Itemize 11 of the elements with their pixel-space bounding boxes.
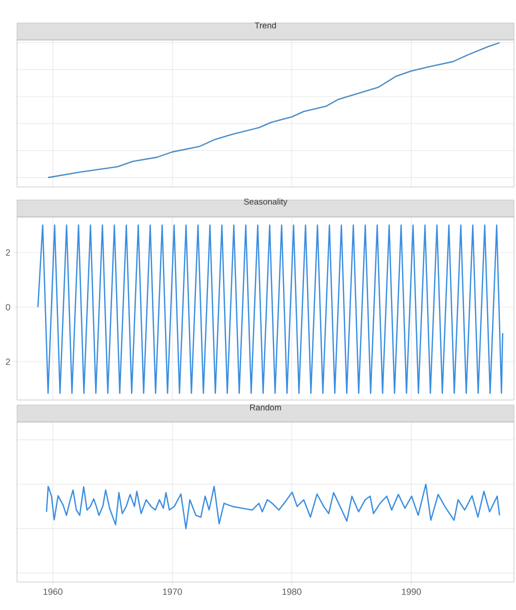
chart-title: Seasonality — [244, 198, 288, 206]
y-tick-label: 2 — [6, 358, 10, 365]
y-tick-label: 2 — [6, 249, 10, 256]
x-tick-label: 1990 — [402, 588, 421, 595]
line-series — [37, 224, 504, 394]
x-tick-label: 1970 — [163, 588, 182, 595]
x-tick-label: 1960 — [44, 588, 62, 595]
chart-title: Random — [250, 404, 281, 410]
x-tick-label: 1980 — [282, 588, 302, 595]
chart-title: Trend — [254, 22, 276, 28]
y-tick-label: 0 — [6, 304, 10, 310]
